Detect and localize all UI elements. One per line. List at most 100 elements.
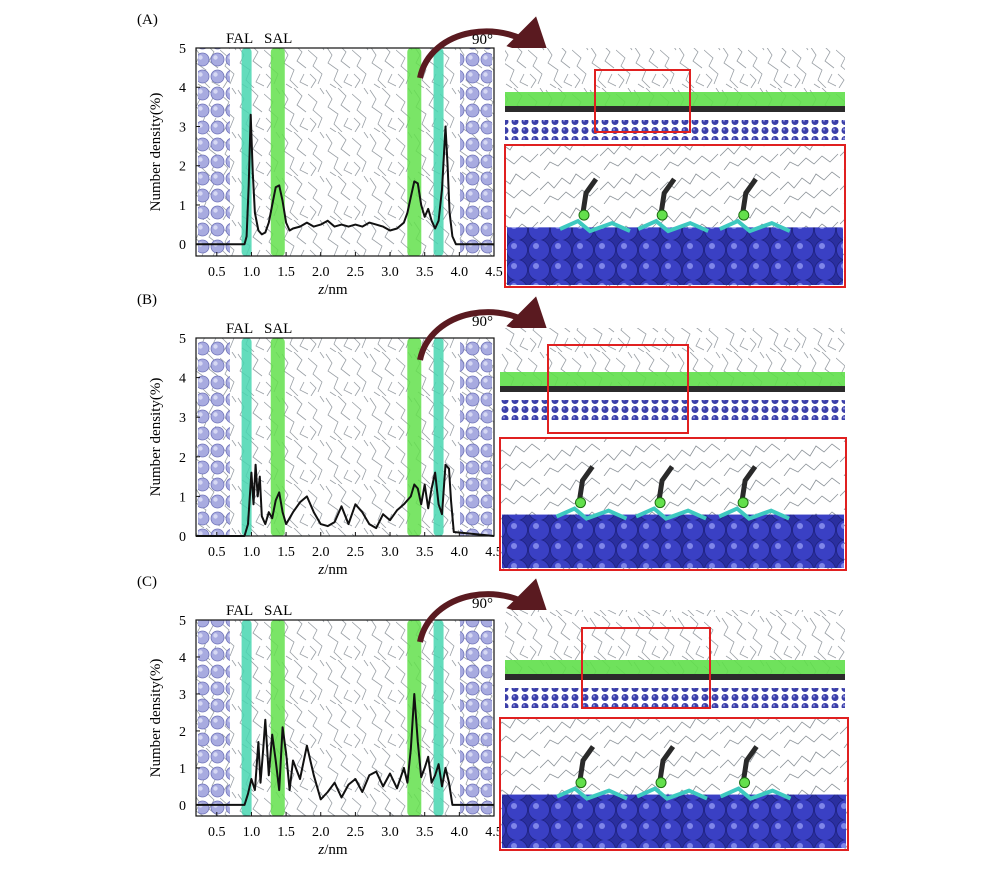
rotation-label: 90° — [472, 32, 493, 48]
substrate-left — [198, 338, 230, 536]
fal-band-right — [433, 48, 444, 256]
zoom-box — [581, 627, 711, 709]
fal-label: FAL — [226, 603, 253, 619]
y-tick-label: 1 — [179, 199, 186, 214]
x-tick-label: 3.0 — [381, 545, 399, 560]
sal-molecule-head — [655, 777, 667, 789]
x-tick-label: 3.5 — [416, 265, 434, 280]
fal-band-right — [433, 620, 444, 816]
x-tick-label: 4.0 — [451, 265, 469, 280]
panel-label: (C) — [137, 574, 157, 590]
fal-molecule — [635, 506, 707, 521]
sal-band-right — [407, 338, 422, 536]
fal-molecule — [718, 218, 791, 234]
sal-molecule-head — [575, 497, 586, 509]
plot-frame — [195, 619, 495, 817]
x-tick-label: 4.5 — [485, 265, 503, 280]
y-tick-label: 4 — [179, 81, 186, 96]
rotation-arrow — [417, 578, 551, 643]
x-tick-label: 0.5 — [208, 545, 226, 560]
panel-2: (C) 0 1 2 3 4 5 0.5 1.0 1.5 2.0 2.5 3.0 3.5 4.0 4.5 z/nm… — [137, 574, 849, 858]
sal-label: SAL — [264, 603, 292, 619]
y-tick-label: 1 — [179, 762, 186, 777]
sal-molecule-head — [739, 777, 751, 789]
y-tick-label: 0 — [179, 799, 186, 814]
density-curve — [196, 113, 494, 246]
y-tick-label: 2 — [179, 725, 186, 740]
sal-molecule-head — [578, 209, 590, 221]
x-tick-label: 3.0 — [381, 825, 399, 840]
overview-sal-layer — [505, 92, 845, 106]
sal-molecule-head — [738, 209, 750, 221]
density-curve — [196, 693, 494, 806]
x-axis-label: z/nm — [317, 842, 348, 858]
substrate-left — [198, 48, 230, 256]
panel-0: (A) 0 1 2 3 4 5 0.5 1.0 1.5 2.0 2.5 3.0 3.5 4.0 4.5 z/nm… — [137, 12, 846, 298]
overview-fal-layer — [505, 106, 845, 112]
y-tick-label: 4 — [179, 372, 186, 387]
plot-frame — [195, 337, 495, 537]
x-tick-label: 3.5 — [416, 825, 434, 840]
fal-molecule — [637, 218, 710, 234]
x-tick-label: 0.5 — [208, 265, 226, 280]
fal-label: FAL — [226, 321, 253, 337]
fal-molecule — [718, 506, 790, 521]
overview-fal-layer — [500, 386, 845, 392]
x-tick-label: 2.0 — [312, 545, 330, 560]
plot-frame — [195, 47, 495, 257]
sal-molecule-head — [575, 777, 587, 789]
fal-molecule — [559, 218, 631, 234]
x-tick-label: 1.5 — [277, 265, 295, 280]
fal-band-left — [241, 48, 252, 256]
y-tick-label: 3 — [179, 411, 186, 426]
rotation-arrow — [417, 16, 551, 79]
y-tick-label: 3 — [179, 688, 186, 703]
x-axis-label: z/nm — [317, 562, 348, 578]
overview-substrate — [505, 120, 845, 140]
overview-fal-layer — [505, 674, 845, 680]
x-tick-label: 1.0 — [243, 265, 261, 280]
y-axis-label: Number density(%) — [148, 659, 164, 778]
x-tick-label: 4.0 — [451, 825, 469, 840]
zoom-box — [547, 344, 689, 434]
x-tick-label: 1.5 — [277, 545, 295, 560]
sal-label: SAL — [264, 321, 292, 337]
fal-band-left — [241, 620, 252, 816]
sal-band-left — [270, 48, 285, 256]
y-tick-label: 1 — [179, 490, 186, 505]
sal-band-left — [270, 338, 285, 536]
x-tick-label: 4.5 — [485, 545, 503, 560]
panel-1: (B) 0 1 2 3 4 5 0.5 1.0 1.5 2.0 2.5 3.0 3.5 4.0 4.5 z/nm… — [137, 292, 847, 578]
x-tick-label: 4.5 — [485, 825, 503, 840]
magnified-frame — [499, 437, 847, 571]
rotation-label: 90° — [472, 314, 493, 330]
substrate-right — [460, 48, 492, 256]
y-tick-label: 0 — [179, 238, 186, 253]
x-tick-label: 4.0 — [451, 545, 469, 560]
fal-molecule — [556, 786, 628, 801]
sal-molecule-head — [737, 497, 749, 509]
y-tick-label: 2 — [179, 451, 186, 466]
sal-label: SAL — [264, 31, 292, 47]
x-tick-label: 1.5 — [277, 825, 295, 840]
substrate-right — [460, 338, 492, 536]
y-tick-label: 5 — [179, 614, 186, 629]
panel-label: (A) — [137, 12, 158, 28]
magnified-frame — [504, 144, 846, 288]
sal-molecule-head — [654, 497, 666, 509]
x-tick-label: 2.0 — [312, 825, 330, 840]
snapshot-background — [196, 338, 494, 536]
x-tick-label: 0.5 — [208, 825, 226, 840]
x-tick-label: 2.5 — [347, 265, 365, 280]
x-tick-label: 1.0 — [243, 825, 261, 840]
sal-molecule-head — [656, 209, 668, 221]
x-tick-label: 3.0 — [381, 265, 399, 280]
zoom-box — [594, 69, 691, 133]
y-tick-label: 5 — [179, 332, 186, 347]
rotation-arrow — [417, 296, 551, 361]
x-tick-label: 2.5 — [347, 545, 365, 560]
fal-molecule — [555, 506, 628, 521]
fal-molecule — [719, 786, 792, 801]
y-axis-label: Number density(%) — [148, 93, 164, 212]
magnified-substrate — [502, 794, 846, 848]
